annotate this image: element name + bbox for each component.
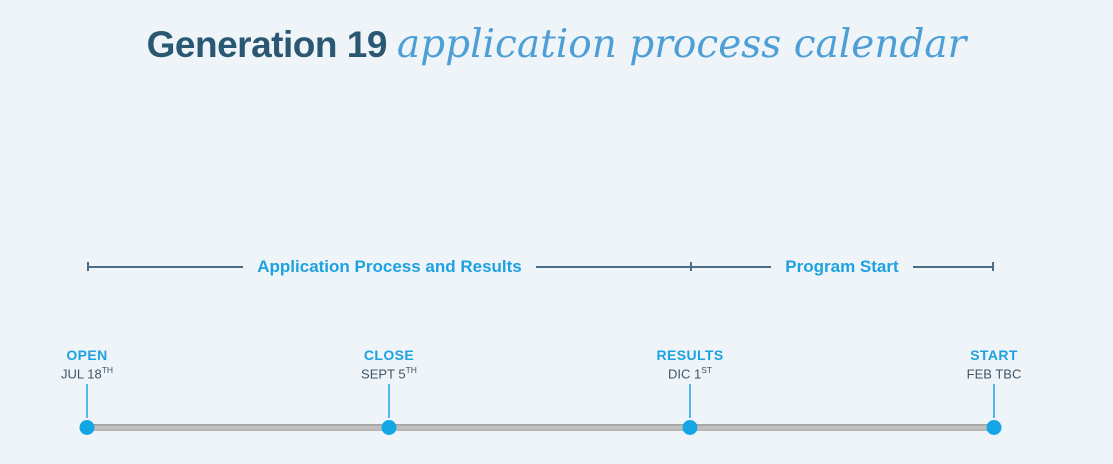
milestone-dot-start [986, 420, 1002, 435]
title-accent: application process calendar [396, 22, 967, 67]
event-name: OPEN [66, 347, 108, 363]
event-date: DIC 1ST [667, 365, 713, 382]
event-connector-line [993, 384, 996, 418]
event-open: OPEN JUL 18TH [61, 347, 113, 381]
event-name: RESULTS [656, 347, 724, 363]
milestone-dot-open [79, 420, 95, 435]
event-close: CLOSE SEPT 5TH [361, 347, 417, 381]
phase-program-start: Program Start [691, 250, 994, 283]
bracket-line [691, 265, 772, 268]
phase-brackets: Application Process and Results Program … [87, 250, 994, 283]
event-connector-line [86, 384, 89, 418]
title-main: Generation 19 [146, 24, 388, 65]
phase-application-process: Application Process and Results [87, 250, 692, 283]
milestone-dot-close [381, 420, 397, 435]
event-results: RESULTS DIC 1ST [656, 347, 723, 381]
timeline-bar [87, 424, 994, 431]
bracket-tick [992, 262, 994, 271]
event-date: JUL 18TH [61, 365, 114, 382]
phase-label: Program Start [785, 256, 899, 276]
bracket-line [535, 265, 690, 268]
event-name: CLOSE [363, 347, 415, 363]
phase-label: Application Process and Results [257, 256, 522, 276]
bracket-tick [87, 262, 90, 271]
event-connector-line [689, 384, 692, 418]
event-connector-line [387, 384, 390, 418]
bracket-line [89, 265, 244, 268]
event-start: START FEB TBC [967, 347, 1022, 381]
milestone-dot-results [682, 420, 698, 435]
page-title: Generation 19 application process calenda… [0, 22, 1113, 67]
event-date: SEPT 5TH [361, 365, 417, 382]
event-name: START [970, 347, 1018, 363]
bracket-line [912, 265, 992, 268]
event-date: FEB TBC [966, 366, 1022, 382]
bracket-tick [689, 262, 692, 271]
